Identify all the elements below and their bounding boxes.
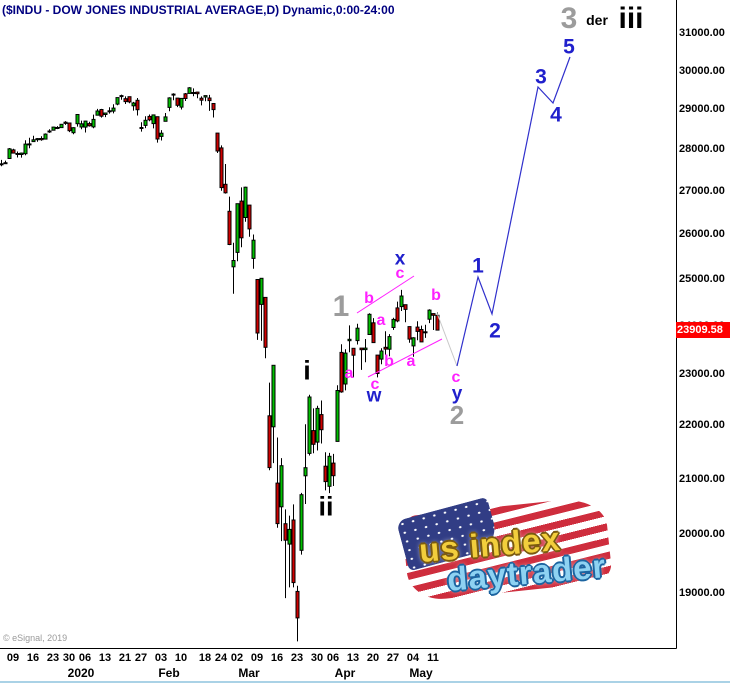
last-price-label: 23909.58	[676, 322, 730, 338]
wave-label: 2	[489, 319, 501, 343]
trendline[interactable]	[436, 312, 458, 367]
wave-label: 4	[550, 103, 562, 127]
x-axis-tick-label: 09	[250, 652, 264, 664]
trendline[interactable]	[367, 338, 443, 378]
wave-label: c	[370, 376, 380, 393]
wave-label: b	[384, 353, 394, 370]
y-axis-tick-label: 21000.00	[679, 472, 725, 485]
x-axis-tick-label: 16	[270, 652, 284, 664]
x-axis-tick-label: 06	[78, 652, 92, 664]
wave-label: y	[451, 383, 463, 405]
wave-label: c	[395, 265, 405, 282]
wave-label: 3	[560, 2, 578, 35]
x-axis-tick-label: 10	[174, 652, 188, 664]
x-axis-tick-label: 27	[386, 652, 400, 664]
x-axis-tick-label: 21	[118, 652, 132, 664]
x-axis-tick-label: 13	[346, 652, 360, 664]
x-axis-tick-label: 06	[326, 652, 340, 664]
y-axis-tick-label: 31000.00	[679, 27, 725, 39]
trendline[interactable]	[456, 56, 571, 367]
wave-label: i	[303, 355, 311, 386]
x-axis-month-label: Apr	[334, 666, 356, 680]
x-axis-month-label: Feb	[158, 666, 180, 680]
x-axis-tick-label: 04	[406, 652, 420, 664]
trendline[interactable]	[356, 275, 415, 314]
x-axis-tick-label: 23	[290, 652, 304, 664]
wave-label: a	[406, 353, 416, 370]
y-axis-tick-label: 20000.00	[679, 528, 725, 541]
wave-label: 3	[535, 65, 547, 89]
y-axis-tick-label: 26000.00	[679, 228, 725, 241]
watermark-logo: us index daytrader	[395, 495, 631, 608]
chart-title: ($INDU - DOW JONES INDUSTRIAL AVERAGE,D)…	[2, 3, 395, 17]
wave-label: a	[344, 365, 354, 382]
wave-label: ii	[318, 491, 334, 522]
wave-label: 5	[563, 35, 575, 59]
x-axis-month-label: May	[409, 666, 433, 680]
wave-label: 1	[332, 290, 350, 323]
x-axis-tick-label: 23	[46, 652, 60, 664]
y-axis-tick-label: 19000.00	[679, 587, 725, 600]
y-axis-tick-label: 28000.00	[679, 143, 725, 156]
wave-label: 1	[472, 254, 484, 278]
x-axis-tick-label: 24	[214, 652, 228, 664]
candlestick-series	[0, 87, 440, 642]
x-axis-tick-label: 18	[198, 652, 212, 664]
x-axis-month-label: 2020	[67, 666, 95, 680]
wave-label: b	[364, 290, 374, 307]
y-axis-tick-label: 23000.00	[679, 368, 725, 381]
x-axis-tick-label: 13	[98, 652, 112, 664]
x-axis-tick-label: 20	[366, 652, 380, 664]
x-axis-month-label: Mar	[238, 666, 260, 680]
x-axis-tick-label: 27	[134, 652, 148, 664]
y-axis-tick-label: 29000.00	[679, 103, 725, 116]
x-axis-tick-label: 11	[427, 652, 439, 664]
y-axis-tick-label: 22000.00	[679, 419, 725, 432]
y-axis-tick-label: 30000.00	[679, 64, 725, 77]
wave-label: iii	[618, 2, 644, 35]
window-bottom-edge	[0, 681, 730, 683]
x-axis-tick-label: 30	[62, 652, 76, 664]
wave-label: c	[451, 369, 461, 386]
wave-label: 2	[449, 400, 465, 430]
x-axis-tick-label: 30	[310, 652, 324, 664]
wave-label: der	[586, 12, 608, 28]
wave-label: b	[431, 287, 441, 304]
x-axis-tick-label: 03	[154, 652, 168, 664]
wave-label: x	[394, 248, 406, 270]
y-axis-tick-label: 27000.00	[679, 185, 725, 198]
x-axis-tick-label: 02	[230, 652, 244, 664]
x-axis-tick-label: 09	[6, 652, 20, 664]
wave-label: a	[376, 312, 386, 329]
x-axis-tick-label: 16	[26, 652, 40, 664]
y-axis-tick-label: 25000.00	[679, 273, 725, 286]
copyright-text: © eSignal, 2019	[3, 633, 68, 643]
wave-label: w	[366, 385, 382, 407]
